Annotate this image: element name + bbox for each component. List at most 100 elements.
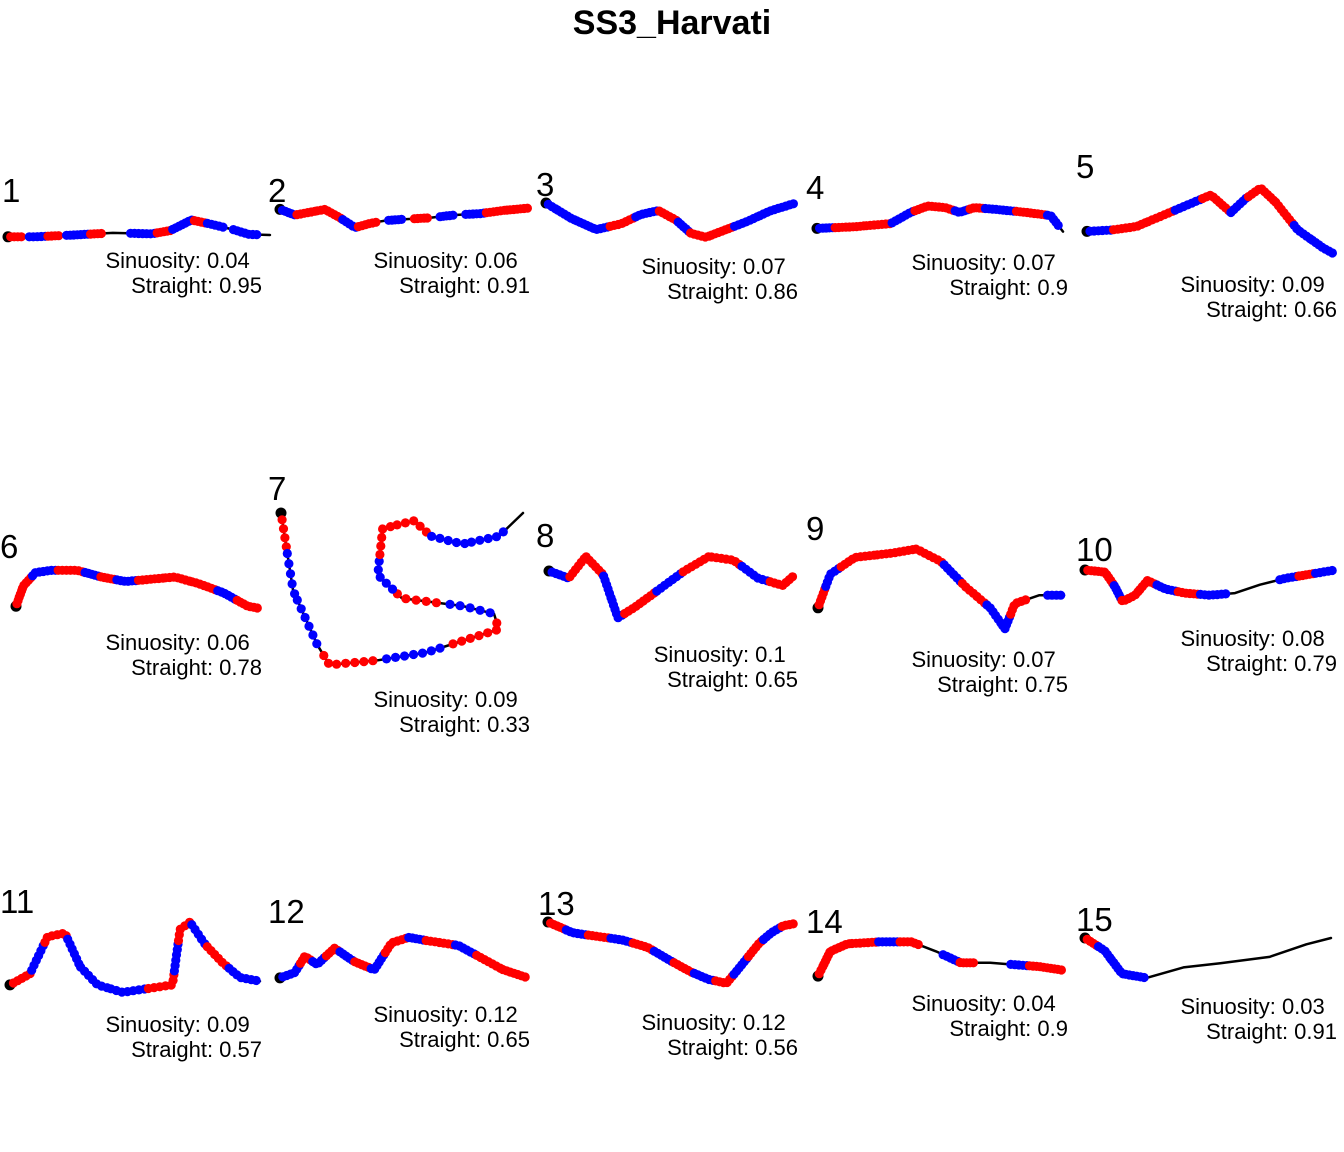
sinuosity-label: Sinuosity: 0.07 [911, 250, 1068, 275]
straightness-label: Straight: 0.56 [667, 1035, 798, 1060]
sinuosity-label: Sinuosity: 0.08 [1180, 626, 1337, 651]
blue-point [381, 654, 392, 664]
red-point [16, 232, 26, 242]
blue-point [788, 199, 799, 209]
straightness-label: Straight: 0.9 [949, 1016, 1068, 1041]
sinuosity-label: Sinuosity: 0.07 [911, 647, 1068, 672]
straightness-label: Straight: 0.65 [399, 1027, 530, 1052]
red-point [54, 231, 64, 241]
panel-3: 3 Sinuosity: 0.07 Straight: 0.86 [536, 166, 799, 304]
red-point [492, 618, 502, 628]
sinuosity-label: Sinuosity: 0.12 [641, 1010, 798, 1035]
red-point [431, 598, 441, 608]
sinuosity-label: Sinuosity: 0.04 [105, 248, 262, 273]
red-point [1056, 965, 1066, 975]
blue-point [282, 548, 292, 559]
sinuosity-label: Sinuosity: 0.1 [654, 642, 798, 667]
sinuosity-label: Sinuosity: 0.06 [373, 248, 530, 273]
chart-title: SS3_Harvati [572, 4, 772, 42]
blue-point [399, 651, 410, 661]
panel-9: 9 Sinuosity: 0.07 Straight: 0.75 [806, 510, 1068, 697]
red-point [371, 217, 381, 227]
red-point [787, 572, 798, 582]
red-point [1021, 595, 1031, 605]
sinuosity-label: Sinuosity: 0.09 [105, 1012, 262, 1037]
red-point [415, 521, 425, 531]
red-point [277, 515, 287, 525]
panel-number: 9 [806, 510, 824, 547]
red-point [359, 657, 369, 667]
blue-point [498, 527, 508, 537]
panel-number: 14 [806, 903, 843, 940]
red-point [483, 628, 493, 638]
panel-6: 6 Sinuosity: 0.06 Straight: 0.78 [0, 528, 262, 680]
blue-point [466, 537, 477, 547]
blue-point [451, 537, 462, 548]
blue-point [1327, 248, 1337, 258]
blue-point [375, 572, 385, 582]
blue-point [417, 648, 428, 658]
straightness-label: Straight: 0.86 [667, 279, 798, 304]
blue-point [426, 646, 436, 656]
red-point [252, 603, 262, 613]
blue-point [312, 639, 322, 649]
panel-15: 15 Sinuosity: 0.03 Straight: 0.91 [1076, 901, 1337, 1044]
panel-5: 5 Sinuosity: 0.09 Straight: 0.66 [1076, 148, 1337, 322]
blue-point [1327, 565, 1337, 576]
red-point [409, 516, 419, 526]
red-point [788, 919, 798, 929]
red-point [319, 650, 329, 661]
panel-number: 15 [1076, 901, 1113, 938]
red-point [465, 633, 475, 644]
red-point [474, 631, 484, 641]
sinuosity-label: Sinuosity: 0.07 [641, 254, 798, 279]
blue-point [292, 595, 302, 605]
sinuosity-label: Sinuosity: 0.06 [105, 630, 262, 655]
red-point [422, 213, 432, 223]
blue-point [1139, 972, 1149, 983]
panel-13: 13 Sinuosity: 0.12 Straight: 0.56 [538, 885, 798, 1060]
straightness-label: Straight: 0.33 [399, 712, 530, 737]
red-point [401, 594, 411, 604]
blue-point [491, 532, 502, 542]
panel-number: 1 [2, 172, 20, 209]
blue-point [443, 535, 453, 546]
panel-7: 7 Sinuosity: 0.09 Straight: 0.33 [268, 470, 530, 737]
panel-14: 14 Sinuosity: 0.04 Straight: 0.9 [806, 903, 1068, 1041]
blue-point [455, 601, 465, 611]
red-point [332, 659, 342, 669]
red-point [400, 518, 410, 528]
blue-point [218, 222, 228, 232]
straightness-label: Straight: 0.65 [667, 667, 798, 692]
straightness-label: Straight: 0.57 [131, 1037, 262, 1062]
red-point [491, 625, 501, 635]
blue-point [390, 652, 401, 663]
panel-number: 2 [268, 172, 286, 209]
panel-12: 12 Sinuosity: 0.12 Straight: 0.65 [268, 893, 530, 1052]
blue-point [445, 599, 455, 610]
blue-point [408, 649, 419, 660]
blue-point [435, 533, 445, 544]
panel-number: 11 [0, 883, 34, 920]
blue-point [465, 603, 475, 613]
red-point [375, 549, 385, 560]
panel-number: 4 [806, 169, 824, 206]
blue-point [1053, 220, 1063, 230]
red-point [341, 658, 351, 668]
panel-4: 4 Sinuosity: 0.07 Straight: 0.9 [806, 169, 1068, 300]
red-point [411, 595, 421, 605]
blue-point [300, 612, 310, 623]
sinuosity-label: Sinuosity: 0.03 [1180, 994, 1337, 1019]
panel-number: 10 [1076, 531, 1113, 568]
red-point [368, 656, 378, 666]
red-point [392, 520, 402, 530]
blue-point [308, 630, 318, 640]
straightness-label: Straight: 0.91 [1206, 1019, 1337, 1044]
blue-point [485, 608, 495, 618]
sinuosity-label: Sinuosity: 0.12 [373, 1002, 530, 1027]
blue-point [304, 621, 314, 631]
panel-number: 3 [536, 166, 554, 203]
blue-point [287, 579, 297, 589]
